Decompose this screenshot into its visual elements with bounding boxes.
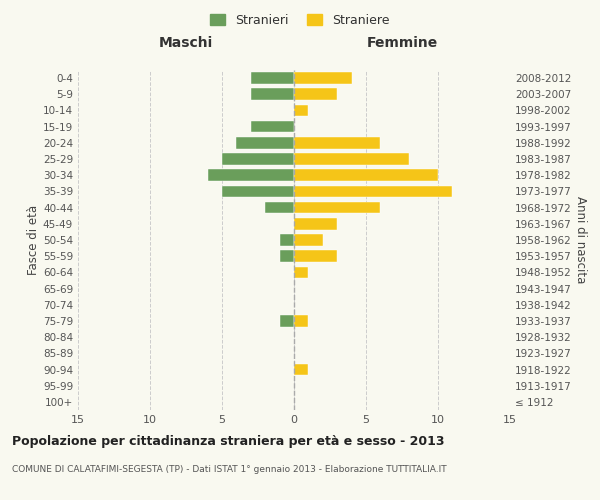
Bar: [294, 364, 308, 376]
Bar: [222, 186, 294, 198]
Bar: [280, 234, 294, 246]
Y-axis label: Fasce di età: Fasce di età: [27, 205, 40, 275]
Bar: [222, 153, 294, 165]
Bar: [294, 72, 352, 84]
Bar: [294, 315, 308, 327]
Bar: [294, 250, 337, 262]
Bar: [280, 315, 294, 327]
Bar: [294, 153, 409, 165]
Bar: [294, 170, 438, 181]
Bar: [251, 121, 294, 132]
Y-axis label: Anni di nascita: Anni di nascita: [574, 196, 587, 284]
Bar: [294, 234, 323, 246]
Bar: [236, 137, 294, 148]
Text: Femmine: Femmine: [367, 36, 437, 50]
Bar: [251, 88, 294, 100]
Bar: [251, 72, 294, 84]
Bar: [294, 104, 308, 117]
Bar: [208, 170, 294, 181]
Text: Maschi: Maschi: [159, 36, 213, 50]
Legend: Stranieri, Straniere: Stranieri, Straniere: [205, 8, 395, 32]
Bar: [294, 88, 337, 100]
Bar: [265, 202, 294, 213]
Bar: [280, 250, 294, 262]
Text: Popolazione per cittadinanza straniera per età e sesso - 2013: Popolazione per cittadinanza straniera p…: [12, 435, 445, 448]
Bar: [294, 266, 308, 278]
Bar: [294, 137, 380, 148]
Bar: [294, 186, 452, 198]
Text: COMUNE DI CALATAFIMI-SEGESTA (TP) - Dati ISTAT 1° gennaio 2013 - Elaborazione TU: COMUNE DI CALATAFIMI-SEGESTA (TP) - Dati…: [12, 465, 446, 474]
Bar: [294, 202, 380, 213]
Bar: [294, 218, 337, 230]
